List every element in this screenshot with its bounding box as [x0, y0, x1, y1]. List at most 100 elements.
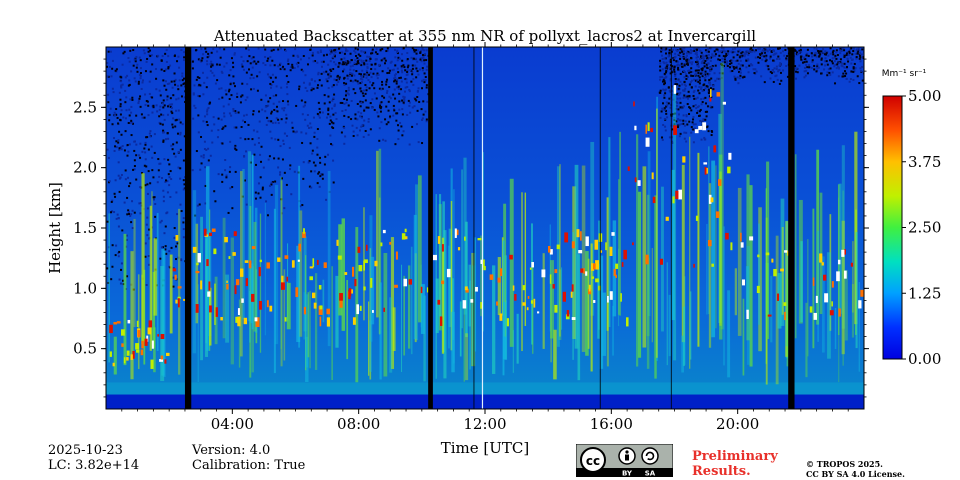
noise-pixel	[130, 213, 133, 216]
noise-pixel	[203, 115, 206, 118]
noise-pixel	[115, 217, 118, 220]
noise-pixel	[270, 193, 273, 196]
noise-pixel	[360, 75, 363, 78]
noise-pixel	[845, 54, 848, 57]
noise-pixel	[229, 187, 232, 190]
noise-pixel	[681, 83, 684, 86]
noise-pixel	[673, 68, 676, 71]
noise-pixel	[417, 73, 420, 76]
noise-pixel	[679, 80, 682, 83]
noise-pixel	[765, 64, 768, 67]
noise-pixel	[694, 52, 697, 55]
cloud-hotspot	[708, 194, 712, 204]
cloud-hotspot	[237, 308, 240, 315]
backscatter-streak	[746, 246, 750, 365]
noise-pixel	[665, 75, 668, 78]
noise-pixel	[670, 50, 673, 53]
cloud-hotspot	[113, 322, 118, 325]
noise-pixel	[175, 258, 178, 261]
backscatter-streak	[681, 164, 685, 343]
noise-pixel	[108, 65, 111, 68]
backscatter-streak	[197, 284, 199, 383]
noise-pixel	[679, 55, 682, 58]
cloud-hotspot	[704, 167, 707, 175]
noise-pixel	[199, 59, 202, 62]
cloud-hotspot	[109, 351, 112, 357]
noise-pixel	[380, 105, 383, 108]
noise-pixel	[741, 51, 744, 54]
chart-title: Attenuated Backscatter at 355 nm NR of p…	[213, 27, 756, 45]
preliminary-line-2: Results.	[692, 464, 751, 479]
noise-pixel	[205, 120, 208, 123]
noise-pixel	[417, 141, 420, 144]
backscatter-field	[106, 47, 864, 409]
noise-pixel	[832, 53, 835, 56]
noise-pixel	[310, 78, 313, 81]
noise-pixel	[425, 49, 428, 52]
noise-pixel	[115, 108, 118, 111]
noise-pixel	[388, 69, 391, 72]
noise-pixel	[211, 64, 214, 67]
backscatter-streak	[642, 166, 647, 348]
noise-pixel	[359, 129, 362, 132]
noise-pixel	[820, 63, 823, 66]
noise-pixel	[158, 108, 161, 111]
noise-pixel	[683, 50, 686, 53]
noise-pixel	[267, 57, 270, 60]
noise-pixel	[211, 63, 214, 66]
backscatter-streak	[205, 238, 208, 344]
cloud-hotspot	[339, 293, 343, 301]
noise-pixel	[858, 82, 861, 85]
noise-pixel	[200, 135, 203, 138]
noise-pixel	[228, 88, 231, 91]
noise-pixel	[338, 62, 341, 65]
noise-pixel	[135, 154, 138, 157]
noise-pixel	[379, 107, 382, 110]
noise-pixel	[690, 79, 693, 82]
backscatter-streak	[299, 210, 303, 337]
noise-pixel	[699, 108, 702, 111]
noise-pixel	[194, 214, 197, 217]
noise-pixel	[333, 54, 336, 57]
noise-pixel	[240, 63, 243, 66]
cc-icon	[580, 447, 606, 473]
noise-pixel	[269, 76, 272, 79]
noise-pixel	[165, 179, 168, 182]
noise-pixel	[344, 109, 347, 112]
noise-pixel	[665, 68, 668, 71]
noise-pixel	[813, 54, 816, 57]
noise-pixel	[279, 173, 282, 176]
cloud-hotspot	[280, 282, 285, 290]
backscatter-streak	[817, 230, 820, 342]
noise-pixel	[166, 82, 169, 85]
noise-pixel	[853, 69, 856, 72]
noise-pixel	[240, 126, 243, 129]
noise-pixel	[683, 76, 686, 79]
noise-pixel	[329, 134, 332, 137]
noise-pixel	[385, 105, 388, 108]
cloud-hotspot	[123, 357, 126, 364]
noise-pixel	[669, 58, 672, 61]
cloud-hotspot	[527, 296, 530, 299]
cloud-hotspot	[480, 302, 483, 309]
backscatter-streak	[130, 251, 134, 380]
noise-pixel	[732, 66, 735, 69]
backscatter-streak	[697, 152, 700, 347]
cloud-hotspot	[232, 252, 236, 256]
noise-pixel	[661, 107, 664, 110]
noise-pixel	[377, 115, 380, 118]
cloud-hotspot	[395, 251, 398, 260]
noise-pixel	[175, 191, 178, 194]
noise-pixel	[388, 86, 391, 89]
noise-pixel	[115, 244, 118, 247]
noise-pixel	[702, 97, 705, 100]
noise-pixel	[766, 50, 769, 53]
backscatter-streak	[420, 284, 425, 334]
noise-pixel	[668, 97, 671, 100]
noise-pixel	[370, 52, 373, 55]
noise-pixel	[179, 131, 182, 134]
noise-pixel	[826, 63, 829, 66]
noise-pixel	[424, 110, 427, 113]
noise-pixel	[714, 53, 717, 56]
backscatter-streak	[327, 170, 331, 347]
